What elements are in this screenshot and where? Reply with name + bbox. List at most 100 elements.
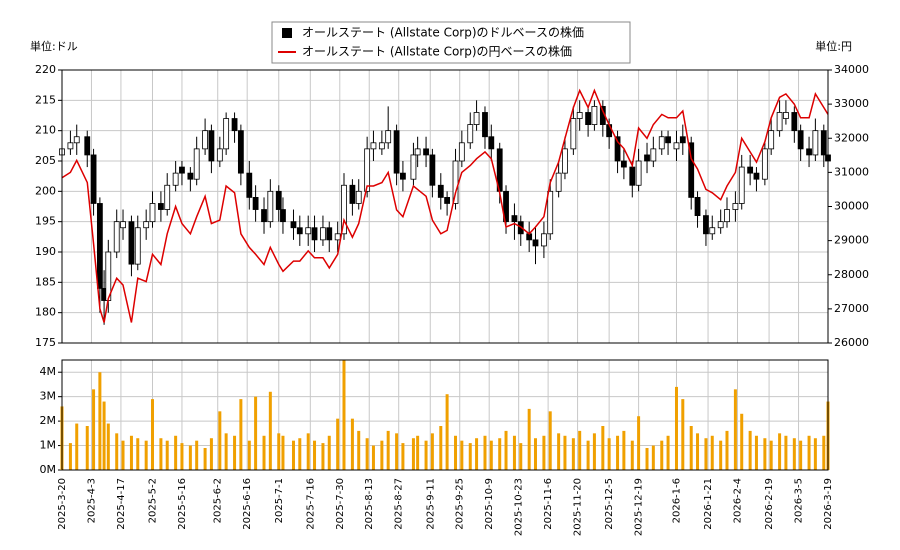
candle-body: [673, 142, 680, 150]
y-tick-label: 3M: [40, 390, 57, 403]
y2-tick-label: 32000: [834, 131, 869, 144]
candle-body: [717, 221, 724, 229]
x-tick-label: 2025-4-17: [116, 478, 127, 530]
y2-tick-label: 29000: [834, 234, 869, 247]
y-tick-label: 1M: [40, 439, 57, 452]
candle-body: [703, 215, 709, 235]
candle-body: [688, 142, 695, 198]
candle-body: [158, 203, 164, 210]
x-tick-label: 2025-8-13: [364, 478, 375, 530]
candle-body: [738, 166, 745, 204]
x-tick-label: 2025-7-1: [274, 478, 285, 523]
volume-bar: [460, 440, 464, 470]
volume-bar: [533, 438, 537, 470]
candle-body: [393, 130, 400, 174]
volume-bar: [115, 433, 119, 470]
candle-body: [120, 221, 126, 229]
volume-bar: [792, 438, 796, 470]
candle-body: [208, 130, 215, 162]
x-tick-label: 2025-9-11: [425, 478, 436, 530]
y-tick-label: 0M: [40, 463, 57, 476]
y-tick-label: 185: [35, 275, 56, 288]
yen-price-line: [61, 88, 829, 323]
volume-bar: [98, 372, 102, 470]
volume-bar: [763, 438, 767, 470]
candle-body: [768, 130, 775, 150]
candle-body: [400, 172, 406, 180]
volume-bar: [769, 440, 773, 470]
volume-bar: [813, 438, 817, 470]
volume-bar: [778, 433, 782, 470]
volume-bar: [411, 438, 415, 470]
candle-body: [423, 148, 429, 156]
candle-body: [96, 203, 103, 289]
candle-body: [290, 221, 297, 229]
y-tick-label: 2M: [40, 414, 57, 427]
volume-bar: [674, 386, 678, 470]
volume-bar: [666, 435, 670, 470]
y2-tick-label: 28000: [834, 268, 869, 281]
x-tick-label: 2025-5-2: [147, 478, 158, 523]
volume-bar: [592, 433, 596, 470]
candle-body: [410, 154, 417, 180]
volume-bar: [203, 448, 207, 470]
candle-body: [620, 160, 627, 168]
volume-bar: [92, 389, 96, 470]
candle-body: [444, 196, 451, 204]
volume-bar: [645, 448, 649, 470]
volume-bar: [165, 440, 169, 470]
volume-bar: [321, 443, 325, 470]
volume-bar: [689, 426, 693, 470]
candle-body: [261, 209, 267, 223]
y-unit-label: 単位:ドル: [30, 39, 78, 53]
legend: オールステート (Allstate Corp)のドルベースの株価オールステート …: [271, 21, 631, 64]
volume-bar: [254, 396, 258, 470]
volume-bar: [504, 430, 508, 470]
volume-bar: [498, 438, 502, 470]
volume-bar: [483, 435, 487, 470]
legend-label: オールステート (Allstate Corp)のドルベースの株価: [302, 25, 584, 40]
candle-body: [231, 118, 238, 132]
candle-body: [503, 190, 509, 223]
candle-body: [67, 142, 74, 150]
candle-body: [90, 154, 97, 204]
candle-body: [635, 160, 642, 186]
volume-bar: [622, 430, 626, 470]
candle-body: [134, 227, 141, 265]
candle-body: [414, 148, 421, 156]
candle-body: [223, 118, 230, 150]
candle-body: [555, 172, 562, 192]
x-tick-label: 2025-12-5: [604, 478, 615, 530]
y-tick-label: 200: [35, 184, 56, 197]
candle-body: [202, 130, 208, 150]
volume-bar: [637, 416, 641, 470]
volume-bar: [557, 433, 561, 470]
candle-body: [149, 203, 156, 223]
x-tick-label: 2025-10-9: [484, 478, 495, 530]
y-tick-label: 175: [35, 336, 56, 349]
y2-tick-label: 27000: [834, 302, 869, 315]
candle-body: [747, 166, 754, 174]
candle-body: [113, 221, 120, 253]
candle-body: [143, 221, 150, 229]
volume-bar: [209, 438, 213, 470]
volume-bar: [357, 430, 361, 470]
candle-body: [246, 172, 253, 198]
candle-body: [84, 136, 91, 156]
volume-bar: [586, 440, 590, 470]
volume-bar: [336, 418, 340, 470]
candle-body: [650, 148, 657, 162]
volume-bar: [195, 440, 199, 470]
candle-body: [311, 227, 318, 241]
x-tick-label: 2025-8-27: [394, 478, 405, 530]
candle-body: [820, 130, 827, 156]
candle-body: [385, 130, 392, 144]
candle-body: [458, 142, 465, 162]
x-tick-label: 2025-6-16: [242, 478, 253, 530]
candle-body: [73, 136, 80, 144]
volume-bar: [519, 443, 523, 470]
x-tick-label: 2026-1-21: [703, 478, 714, 530]
volume-bar: [188, 445, 192, 470]
y-tick-label: 4M: [40, 365, 57, 378]
